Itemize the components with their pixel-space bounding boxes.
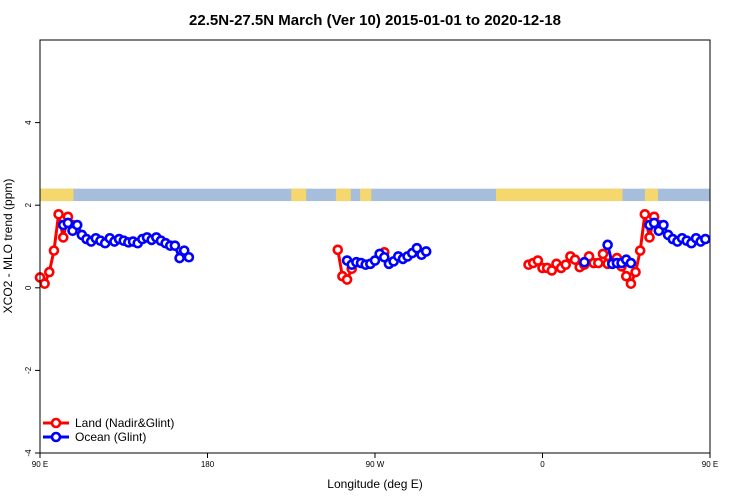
ocean-point bbox=[700, 233, 711, 245]
land-point bbox=[57, 232, 69, 243]
ocean-point bbox=[625, 257, 637, 269]
ocean-point bbox=[420, 246, 432, 257]
legend: Land (Nadir&Glint)Ocean (Glint) bbox=[43, 416, 174, 444]
legend-label-land: Land (Nadir&Glint) bbox=[75, 416, 174, 430]
y-axis-label: XCO2 - MLO trend (ppm) bbox=[1, 179, 15, 314]
land-point bbox=[44, 266, 55, 278]
land-segment bbox=[360, 188, 372, 202]
y-tick-label: -4 bbox=[24, 449, 33, 457]
land-point bbox=[593, 257, 604, 269]
land-segment bbox=[644, 188, 658, 202]
land-point bbox=[48, 245, 60, 256]
x-tick-label: 90 W bbox=[366, 460, 385, 469]
x-tick-label: 90 E bbox=[702, 460, 718, 469]
land-point bbox=[546, 265, 558, 276]
land-point bbox=[634, 245, 646, 256]
land-segment bbox=[495, 188, 623, 202]
land-point bbox=[39, 278, 50, 289]
x-tick-label: 90 E bbox=[32, 460, 48, 469]
ocean-point bbox=[183, 251, 195, 263]
land-point bbox=[630, 266, 641, 278]
ocean-point bbox=[178, 245, 190, 256]
series-layer bbox=[34, 208, 711, 289]
legend-marker-land bbox=[50, 417, 62, 429]
land-segment bbox=[335, 188, 351, 202]
y-axis: -4 -2 0 2 4 bbox=[24, 120, 40, 457]
land-point bbox=[620, 270, 632, 282]
land-point bbox=[569, 254, 581, 266]
y-tick-label: 0 bbox=[24, 285, 33, 290]
x-axis: 90 E 180 90 W 0 90 E bbox=[32, 453, 718, 469]
ocean-point bbox=[71, 219, 83, 231]
ocean-point bbox=[369, 255, 381, 266]
land-point bbox=[341, 274, 353, 285]
land-segment bbox=[40, 188, 74, 202]
y-tick-label: 2 bbox=[24, 202, 33, 207]
land-point bbox=[625, 278, 637, 289]
ocean-point bbox=[379, 251, 390, 263]
ocean-point bbox=[411, 242, 423, 254]
ocean-point bbox=[602, 239, 613, 251]
land-point bbox=[560, 259, 572, 270]
ocean-point bbox=[62, 217, 74, 229]
ocean-point bbox=[658, 219, 669, 231]
legend-marker-ocean bbox=[50, 431, 62, 443]
x-tick-label: 180 bbox=[201, 460, 215, 469]
ocean-point bbox=[174, 252, 185, 264]
y-tick-label: -2 bbox=[24, 366, 33, 374]
land-point bbox=[644, 232, 655, 243]
land-mask-band bbox=[40, 188, 710, 202]
x-tick-label: 0 bbox=[540, 460, 545, 469]
ocean-point bbox=[169, 240, 181, 251]
legend-label-ocean: Ocean (Glint) bbox=[75, 430, 146, 444]
land-point bbox=[597, 248, 609, 260]
land-segment bbox=[291, 188, 307, 202]
x-axis-label: Longitude (deg E) bbox=[327, 477, 422, 491]
land-point bbox=[332, 244, 344, 256]
land-point bbox=[53, 208, 64, 220]
ocean-point bbox=[579, 256, 590, 268]
land-point bbox=[532, 255, 544, 266]
chart-title: 22.5N-27.5N March (Ver 10) 2015-01-01 to… bbox=[189, 12, 561, 29]
ocean-point bbox=[648, 217, 660, 229]
land-point bbox=[639, 208, 651, 220]
y-tick-label: 4 bbox=[24, 120, 33, 125]
